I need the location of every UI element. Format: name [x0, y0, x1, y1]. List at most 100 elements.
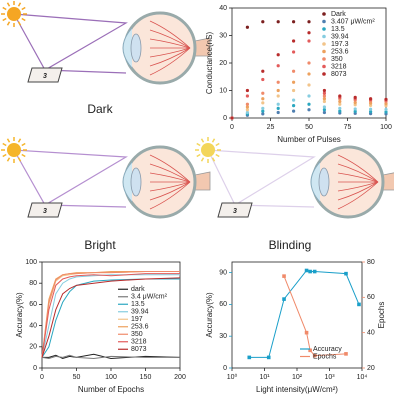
lens [130, 167, 142, 197]
point [353, 95, 357, 99]
y-tick-label: 60 [29, 301, 37, 308]
marker [308, 348, 312, 353]
point [322, 94, 326, 98]
point [338, 109, 342, 113]
point [230, 116, 234, 120]
card-digit: 3 [43, 208, 47, 215]
x-tick-label: 10⁰ [227, 373, 238, 381]
sun-ray [21, 142, 26, 147]
x-tick-label: 100 [380, 124, 392, 131]
marker [282, 274, 286, 278]
point [369, 103, 373, 107]
card-digit: 3 [233, 208, 237, 215]
sun-ray [17, 157, 22, 162]
vein [149, 47, 191, 67]
point [292, 104, 296, 108]
y2-tick-label: 20 [367, 365, 375, 372]
sun-ray [17, 2, 22, 7]
point [353, 101, 357, 105]
x-axis-label: Number of Pulses [277, 135, 341, 144]
marker [312, 269, 317, 274]
x-tick-label: 10¹ [259, 374, 270, 381]
point [276, 80, 280, 84]
x-tick-label: 0 [40, 374, 44, 381]
point [307, 108, 311, 112]
sun-ray [2, 6, 7, 11]
point [307, 31, 311, 35]
panel-label: Blinding [269, 238, 312, 252]
sun-ray [211, 157, 216, 162]
point [322, 99, 326, 104]
x-tick-label: 100 [105, 374, 117, 381]
cornea [122, 161, 133, 203]
point [276, 106, 280, 110]
y-tick-label: 0 [223, 115, 227, 122]
y-axis-label: Accuracy(%) [15, 292, 24, 338]
point [245, 108, 249, 112]
series-line [249, 269, 360, 358]
legend-label: 8073 [331, 71, 347, 78]
legend-label: 197 [131, 316, 143, 323]
point [292, 109, 296, 113]
marker [312, 353, 317, 358]
point [353, 107, 357, 111]
point [369, 97, 373, 101]
y2-tick-label: 80 [367, 259, 375, 266]
card [27, 202, 63, 218]
sun-ray [21, 153, 26, 158]
marker [304, 330, 309, 335]
lens [318, 167, 330, 197]
series-line [41, 273, 180, 358]
point [292, 20, 296, 24]
card-digit: 3 [43, 73, 47, 80]
legend-label: 3218 [331, 63, 347, 70]
sun-ray [2, 153, 7, 158]
legend-label: 13.5 [331, 26, 345, 33]
vein [337, 181, 379, 210]
point [338, 102, 342, 106]
sun-ray [6, 138, 11, 143]
point [245, 110, 249, 115]
sun-ray [6, 2, 11, 7]
legend-label: 197.3 [331, 41, 349, 48]
sun-ray [17, 138, 22, 143]
point [276, 20, 280, 24]
x-tick-label: 75 [344, 124, 352, 131]
point [307, 61, 311, 65]
point [261, 112, 265, 116]
y2-axis-label: Epochs [377, 302, 386, 329]
point [307, 83, 311, 87]
y2-tick-label: 60 [367, 294, 375, 301]
point [276, 64, 280, 68]
point [384, 107, 388, 112]
y-tick-label: 30 [219, 32, 227, 39]
legend-swatch [322, 27, 326, 31]
point [322, 108, 326, 112]
vein [337, 154, 379, 183]
series-line [41, 271, 180, 358]
series-line [41, 274, 180, 358]
y-tick-label: 90 [219, 269, 227, 276]
legend-swatch [322, 72, 326, 76]
lens [130, 33, 142, 63]
legend-label: Accuracy [313, 346, 342, 353]
point [307, 39, 311, 43]
point [307, 72, 311, 76]
point [338, 99, 342, 104]
point [261, 106, 265, 110]
point [307, 20, 311, 24]
sun [7, 143, 21, 157]
point [384, 97, 388, 101]
point [245, 105, 249, 109]
point [261, 101, 265, 105]
y-tick-label: 0 [33, 365, 37, 372]
point [292, 69, 296, 73]
point [261, 91, 265, 95]
point [276, 102, 280, 106]
vein [149, 47, 191, 58]
plot-frame [231, 261, 363, 369]
point [353, 103, 357, 107]
point [292, 80, 296, 84]
series-line [41, 271, 180, 358]
